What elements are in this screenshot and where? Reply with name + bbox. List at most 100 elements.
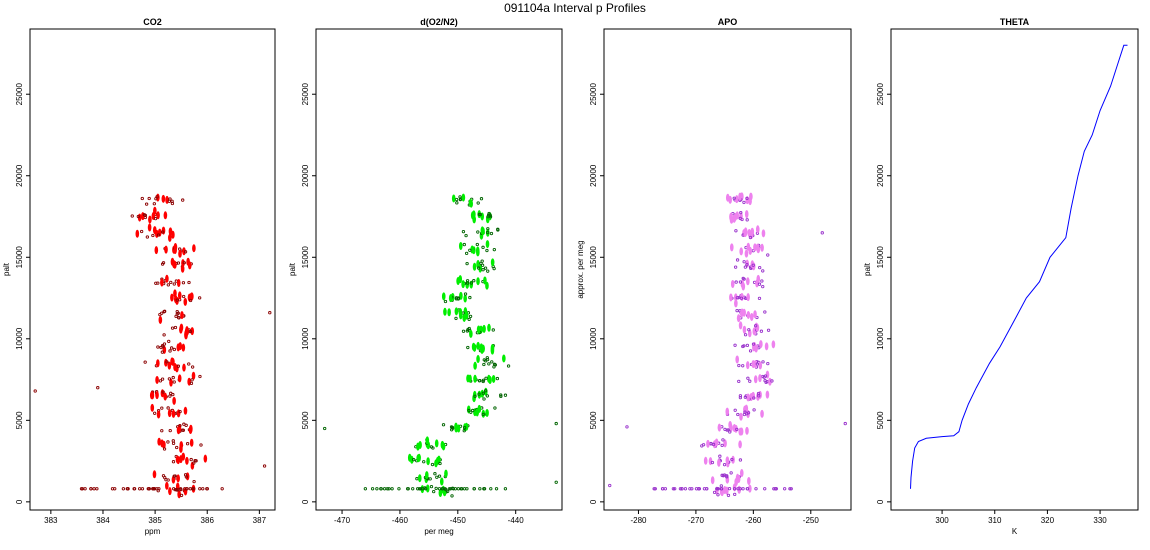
data-point <box>729 215 734 224</box>
data-point <box>190 378 194 382</box>
data-point <box>461 329 466 333</box>
data-point <box>268 311 272 315</box>
data-point <box>165 481 169 490</box>
y-tick-label: 5000 <box>589 411 598 429</box>
x-axis-label: per meg <box>424 527 453 536</box>
data-point <box>732 214 737 223</box>
data-point <box>493 406 497 410</box>
data-point <box>176 261 181 265</box>
data-point <box>89 487 93 491</box>
data-point <box>192 244 196 253</box>
data-point <box>503 487 508 491</box>
data-point <box>717 423 722 432</box>
data-point <box>189 438 194 447</box>
data-point <box>451 194 456 203</box>
data-point <box>473 361 477 370</box>
data-point <box>483 266 488 270</box>
data-point <box>660 487 665 491</box>
data-point <box>183 250 188 254</box>
data-point <box>485 357 490 362</box>
data-point <box>437 474 442 478</box>
data-point <box>199 443 203 447</box>
data-point <box>717 458 721 467</box>
data-point <box>448 294 453 303</box>
data-point <box>700 444 704 448</box>
data-point <box>472 343 477 352</box>
y-tick-label: 0 <box>876 499 885 504</box>
data-point <box>476 325 481 334</box>
data-point <box>96 386 100 390</box>
data-point <box>437 487 442 491</box>
data-point <box>158 313 162 317</box>
data-point <box>753 310 757 319</box>
data-point <box>463 294 467 303</box>
data-point <box>490 346 495 355</box>
data-point <box>185 442 190 446</box>
data-point <box>746 277 750 286</box>
data-point <box>416 487 420 491</box>
data-point <box>152 202 156 206</box>
data-point <box>766 361 770 366</box>
data-point <box>688 487 692 491</box>
data-point <box>728 430 732 434</box>
data-point <box>458 275 463 284</box>
data-point <box>755 362 759 366</box>
data-point <box>476 201 480 205</box>
data-point <box>189 381 194 386</box>
data-points <box>33 193 272 499</box>
data-point <box>150 403 155 412</box>
data-point <box>766 328 771 332</box>
data-point <box>433 472 437 476</box>
data-point <box>741 487 745 491</box>
data-point <box>181 198 185 202</box>
data-point <box>172 380 176 384</box>
data-point <box>183 406 188 415</box>
data-point <box>481 227 485 236</box>
data-point <box>680 487 684 491</box>
data-point <box>130 214 134 218</box>
panel-title: THETA <box>1000 17 1030 27</box>
data-point <box>663 487 668 491</box>
data-point <box>488 213 492 218</box>
data-point <box>160 262 165 266</box>
x-tick-label: -270 <box>688 516 705 525</box>
data-point <box>745 487 749 491</box>
data-point <box>752 327 757 336</box>
data-point <box>481 378 486 382</box>
data-point <box>472 262 477 271</box>
y-tick-label: 5000 <box>301 411 310 429</box>
data-point <box>720 443 724 448</box>
data-point <box>175 298 179 302</box>
data-point <box>417 487 422 491</box>
data-point <box>170 326 175 330</box>
data-point <box>485 228 490 237</box>
data-point <box>716 493 720 497</box>
data-point <box>763 487 767 491</box>
data-point <box>768 377 772 386</box>
data-point <box>143 360 147 364</box>
data-point <box>491 328 495 332</box>
data-point <box>323 426 327 431</box>
data-point <box>467 408 471 413</box>
data-point <box>205 487 209 491</box>
data-point <box>175 312 179 316</box>
data-point <box>725 407 730 416</box>
data-point <box>186 257 190 266</box>
data-point <box>496 228 500 232</box>
x-tick-label: 385 <box>148 516 162 525</box>
data-point <box>152 470 157 479</box>
data-point <box>710 460 715 465</box>
data-point <box>742 412 747 417</box>
data-point <box>166 440 170 444</box>
data-point <box>432 489 436 494</box>
data-point <box>466 345 470 350</box>
data-point <box>171 439 175 443</box>
data-point <box>176 474 180 483</box>
data-point <box>188 329 193 334</box>
data-point <box>455 201 459 205</box>
data-point <box>783 487 787 491</box>
data-point <box>733 408 737 412</box>
data-point <box>156 345 160 349</box>
data-point <box>729 471 733 475</box>
data-point <box>171 357 175 366</box>
